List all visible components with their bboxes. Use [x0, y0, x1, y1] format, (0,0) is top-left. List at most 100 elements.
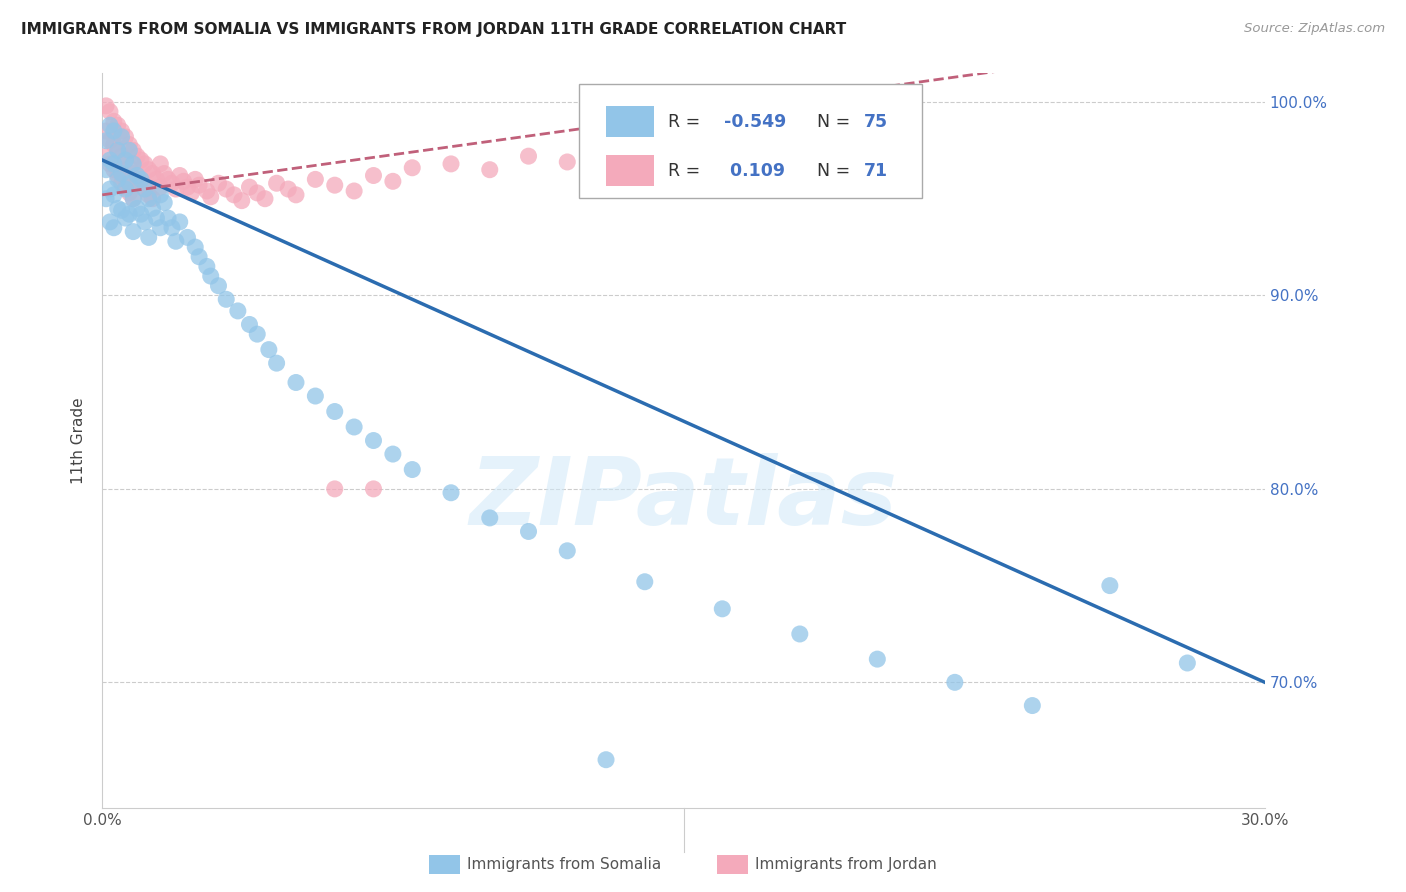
Point — [110, 203, 132, 218]
Point — [226, 304, 249, 318]
Point — [103, 157, 125, 171]
Point — [127, 172, 149, 186]
Point — [207, 176, 229, 190]
Point — [145, 211, 167, 225]
Point — [142, 167, 165, 181]
Point — [98, 118, 121, 132]
Point — [381, 447, 404, 461]
Point — [138, 187, 160, 202]
Point — [517, 524, 540, 539]
Point — [1175, 656, 1198, 670]
Point — [595, 753, 617, 767]
Point — [285, 187, 308, 202]
Text: -0.549: -0.549 — [724, 112, 786, 131]
Text: R =: R = — [668, 112, 706, 131]
Point — [176, 230, 198, 244]
Point — [555, 155, 578, 169]
Point — [94, 192, 117, 206]
Point — [138, 230, 160, 244]
Point — [122, 225, 145, 239]
Point — [149, 157, 172, 171]
Point — [323, 482, 346, 496]
Point — [110, 176, 132, 190]
Point — [165, 234, 187, 248]
Point — [103, 124, 125, 138]
Point — [107, 118, 129, 132]
Point — [94, 99, 117, 113]
Text: 71: 71 — [863, 161, 887, 180]
Point — [160, 220, 183, 235]
Point — [103, 137, 125, 152]
Point — [127, 149, 149, 163]
Point — [200, 269, 222, 284]
Point — [107, 202, 129, 216]
Point — [173, 174, 195, 188]
Text: N =: N = — [806, 161, 855, 180]
Point — [94, 124, 117, 138]
Point — [478, 162, 501, 177]
Point — [943, 675, 966, 690]
Point — [122, 192, 145, 206]
Point — [789, 627, 811, 641]
Point — [165, 182, 187, 196]
Point — [94, 134, 117, 148]
Point — [555, 543, 578, 558]
Point — [195, 184, 218, 198]
Point — [277, 182, 299, 196]
Point — [215, 182, 238, 196]
Point — [266, 176, 288, 190]
Point — [176, 180, 198, 194]
Point — [478, 511, 501, 525]
Point — [169, 169, 191, 183]
Point — [440, 485, 463, 500]
Text: R =: R = — [668, 161, 706, 180]
Point — [114, 211, 136, 225]
Point — [94, 149, 117, 163]
Point — [98, 182, 121, 196]
FancyBboxPatch shape — [606, 106, 654, 137]
Text: Immigrants from Somalia: Immigrants from Somalia — [467, 857, 661, 871]
Point — [1021, 698, 1043, 713]
Point — [711, 602, 734, 616]
Point — [134, 157, 156, 171]
Text: Immigrants from Jordan: Immigrants from Jordan — [755, 857, 936, 871]
Point — [110, 149, 132, 163]
Point — [118, 207, 141, 221]
Point — [200, 190, 222, 204]
Point — [107, 144, 129, 158]
Point — [363, 169, 385, 183]
Point — [169, 215, 191, 229]
Point — [142, 202, 165, 216]
Text: ZIPatlas: ZIPatlas — [470, 453, 897, 545]
Point — [103, 114, 125, 128]
Point — [129, 172, 152, 186]
Point — [180, 186, 202, 200]
Point — [1098, 579, 1121, 593]
Point — [323, 404, 346, 418]
Point — [107, 172, 129, 186]
Point — [153, 167, 176, 181]
Point — [149, 187, 172, 202]
Point — [122, 157, 145, 171]
FancyBboxPatch shape — [606, 155, 654, 186]
Point — [238, 318, 260, 332]
Text: 0.109: 0.109 — [724, 161, 785, 180]
Point — [866, 652, 889, 666]
Point — [257, 343, 280, 357]
Point — [149, 220, 172, 235]
Point — [363, 434, 385, 448]
Point — [127, 169, 149, 183]
FancyBboxPatch shape — [579, 84, 922, 198]
Point — [103, 187, 125, 202]
Point — [107, 169, 129, 183]
Point — [145, 172, 167, 186]
Point — [266, 356, 288, 370]
Point — [363, 482, 385, 496]
Point — [103, 220, 125, 235]
Point — [188, 250, 211, 264]
Point — [103, 162, 125, 177]
Point — [129, 153, 152, 167]
Text: Source: ZipAtlas.com: Source: ZipAtlas.com — [1244, 22, 1385, 36]
Point — [401, 462, 423, 476]
Point — [98, 215, 121, 229]
